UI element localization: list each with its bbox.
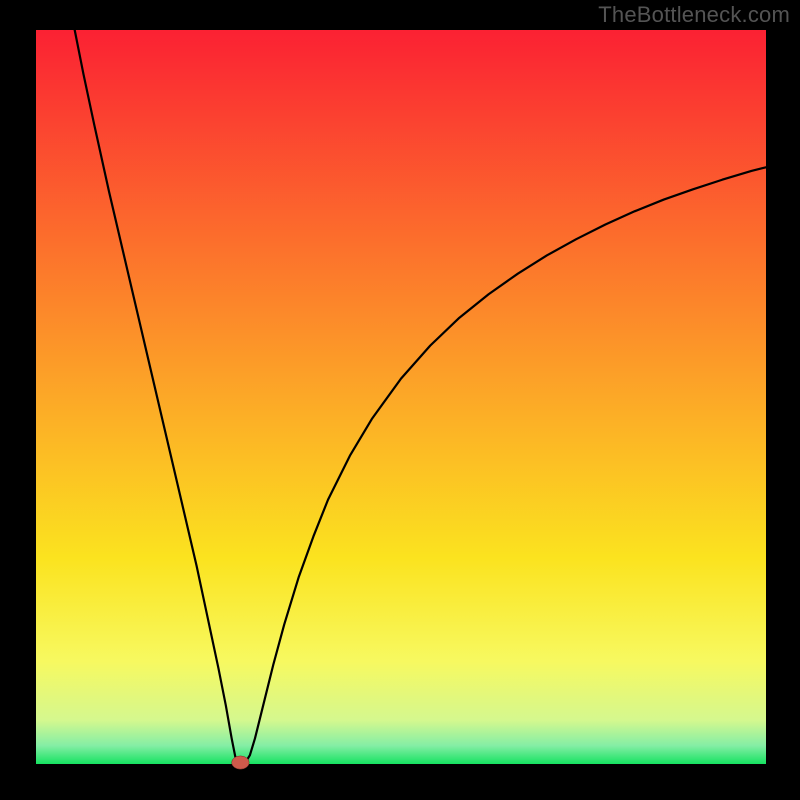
watermark-text: TheBottleneck.com xyxy=(598,2,790,28)
chart-svg xyxy=(0,0,800,800)
bottleneck-curve xyxy=(75,30,766,761)
chart-container: TheBottleneck.com xyxy=(0,0,800,800)
optimal-marker xyxy=(232,756,250,769)
